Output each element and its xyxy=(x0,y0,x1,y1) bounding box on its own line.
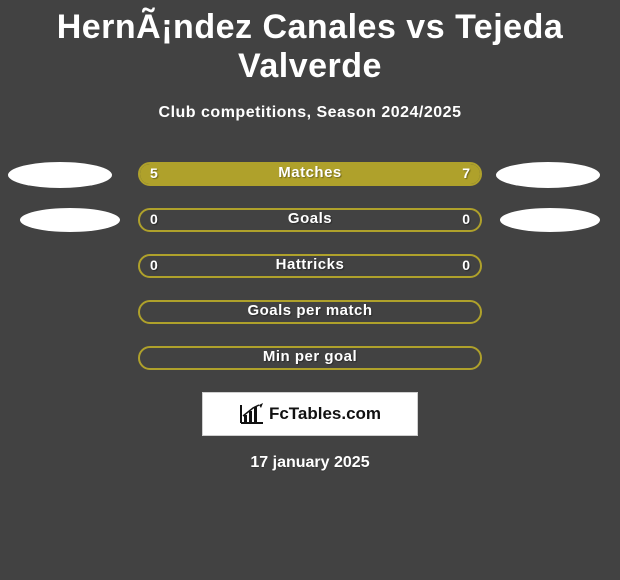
stat-row-goals-per-match: Goals per match xyxy=(0,300,620,324)
date-label: 17 january 2025 xyxy=(0,454,620,472)
stat-value-left: 0 xyxy=(150,254,158,278)
stat-rows: 5 7 Matches 0 0 Goals 0 0 Hattricks xyxy=(0,162,620,370)
player-left-marker xyxy=(8,162,112,188)
stat-row-hattricks: 0 0 Hattricks xyxy=(0,254,620,278)
stat-value-left: 0 xyxy=(150,208,158,232)
attribution-logo: FcTables.com xyxy=(202,392,418,436)
page-title: HernÃ¡ndez Canales vs Tejeda Valverde xyxy=(0,0,620,86)
stat-value-right: 0 xyxy=(462,208,470,232)
stat-row-goals: 0 0 Goals xyxy=(0,208,620,232)
attribution-text: FcTables.com xyxy=(269,404,381,424)
player-right-marker xyxy=(496,162,600,188)
bar-track xyxy=(138,162,482,186)
bar-track xyxy=(138,346,482,370)
stat-value-right: 7 xyxy=(462,162,470,186)
player-right-marker xyxy=(500,208,600,232)
stat-value-left: 5 xyxy=(150,162,158,186)
bar-chart-icon xyxy=(239,403,265,425)
stat-row-matches: 5 7 Matches xyxy=(0,162,620,186)
bar-track xyxy=(138,300,482,324)
bar-track xyxy=(138,254,482,278)
page-subtitle: Club competitions, Season 2024/2025 xyxy=(0,104,620,122)
bar-fill-right xyxy=(276,164,480,184)
player-left-marker xyxy=(20,208,120,232)
comparison-infographic: HernÃ¡ndez Canales vs Tejeda Valverde Cl… xyxy=(0,0,620,580)
bar-track xyxy=(138,208,482,232)
stat-row-min-per-goal: Min per goal xyxy=(0,346,620,370)
bar-fill-left xyxy=(140,164,276,184)
stat-value-right: 0 xyxy=(462,254,470,278)
